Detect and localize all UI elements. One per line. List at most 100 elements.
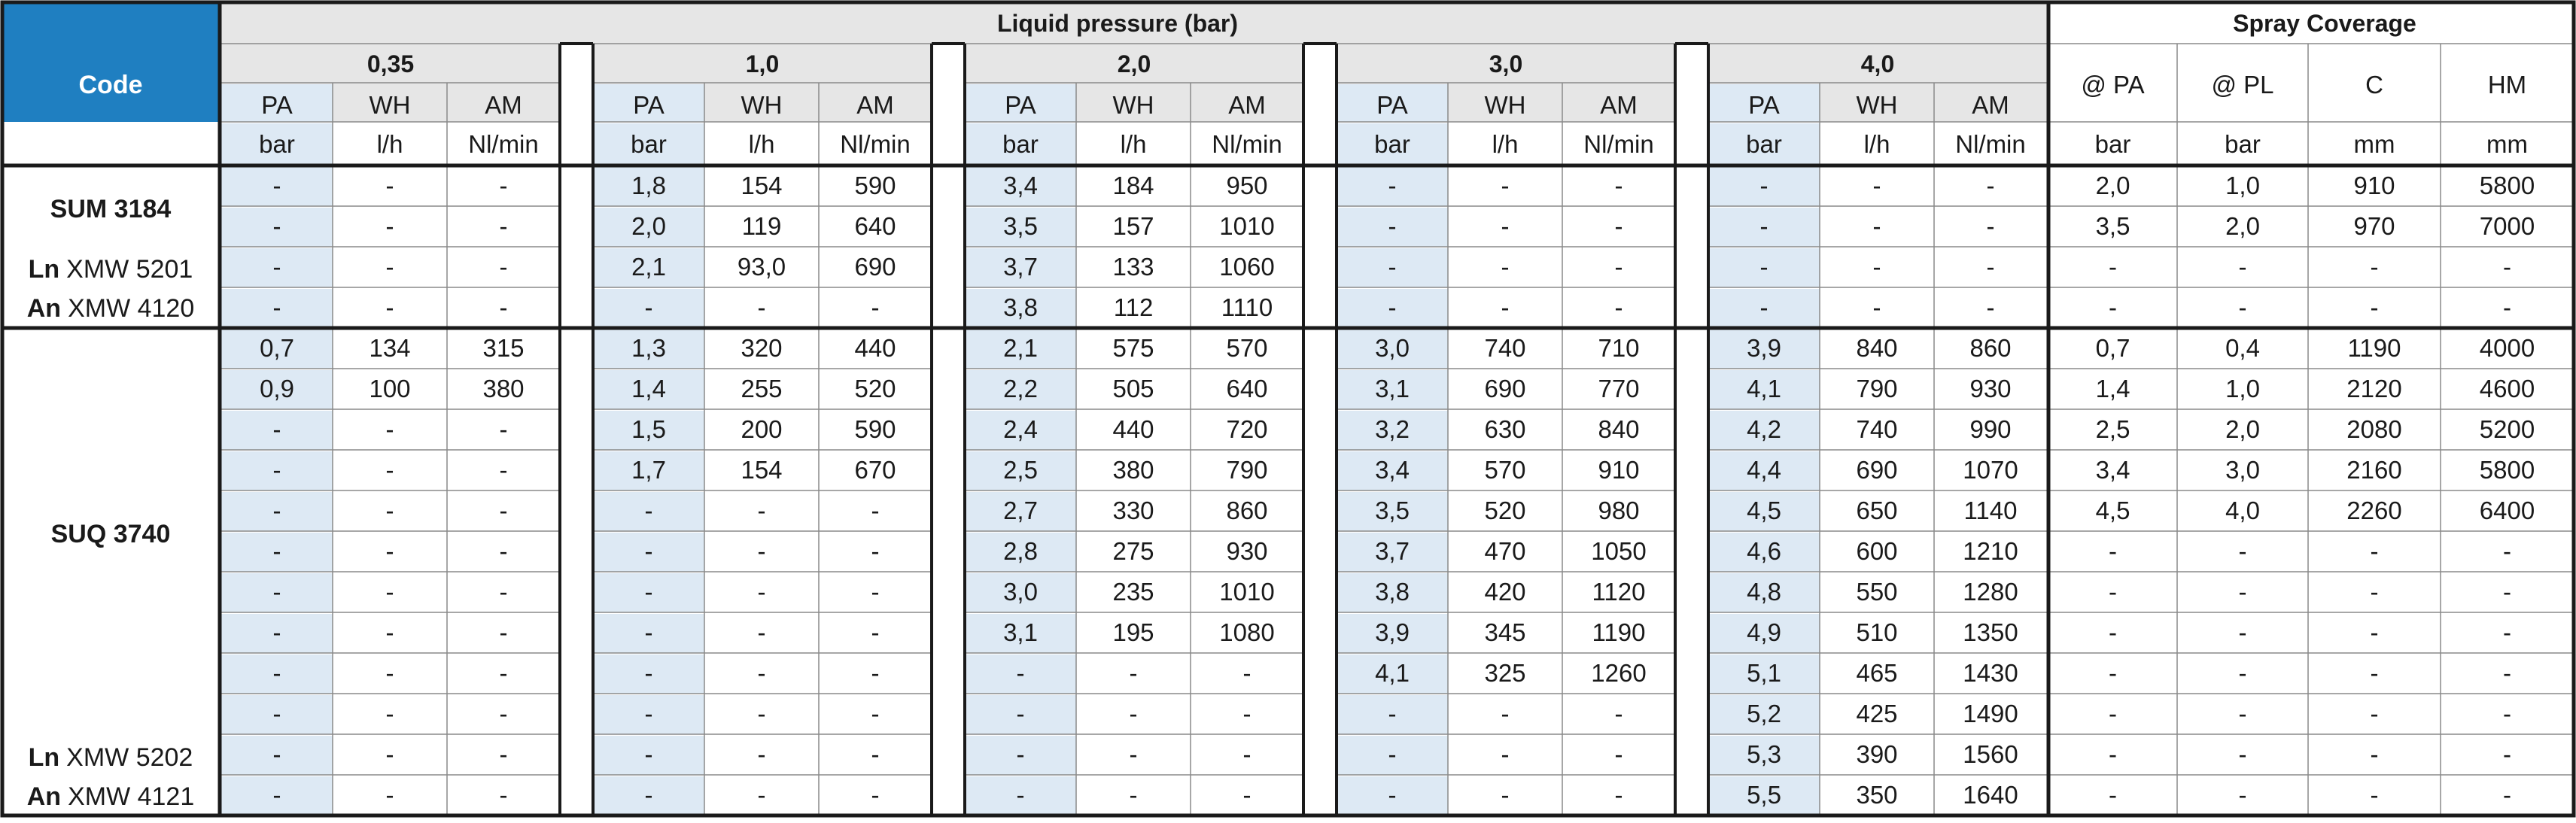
table-grid <box>220 43 2574 815</box>
table-cell: 3,9 <box>1375 618 1410 646</box>
table-cell: 2,7 <box>1003 497 1038 524</box>
table-cell: - <box>500 578 508 606</box>
table-cell: 590 <box>854 172 896 199</box>
table-cell: 1060 <box>1219 253 1274 281</box>
table-cell: 4,8 <box>1747 578 1781 606</box>
code-an-xmw-4120: An XMW 4120 <box>27 294 195 323</box>
unit-label: Nl/min <box>1955 130 2026 158</box>
table-cell: - <box>273 212 281 240</box>
table-cell: 670 <box>854 456 896 484</box>
table-cell: - <box>273 700 281 727</box>
coverage-label: @ PA <box>2081 71 2144 99</box>
coverage-cell: - <box>2109 659 2117 687</box>
code-ln-xmw-5202: Ln XMW 5202 <box>29 743 193 772</box>
coverage-cell: 2,0 <box>2096 172 2130 199</box>
table-cell: - <box>645 700 653 727</box>
table-cell: - <box>1017 781 1025 809</box>
table-cell: - <box>871 781 880 809</box>
table-cell: - <box>386 456 394 484</box>
table-cell: - <box>1501 700 1510 727</box>
table-cell: 3,9 <box>1747 334 1781 362</box>
sub-label: WH <box>1113 91 1154 119</box>
table-cell: 93,0 <box>738 253 786 281</box>
coverage-cell: 2120 <box>2346 375 2401 402</box>
table-cell: - <box>758 578 766 606</box>
table-cell: - <box>1243 659 1252 687</box>
table-cell: 1050 <box>1591 537 1646 565</box>
coverage-cell: - <box>2503 659 2511 687</box>
table-cell: 790 <box>1856 375 1897 402</box>
sub-label: WH <box>370 91 411 119</box>
table-cell: 710 <box>1598 334 1639 362</box>
coverage-unit: bar <box>2225 130 2261 158</box>
unit-label: Nl/min <box>1212 130 1282 158</box>
table-cell: 930 <box>1226 537 1267 565</box>
table-cell: 255 <box>741 375 782 402</box>
table-cell: 1280 <box>1963 578 2018 606</box>
table-cell: - <box>500 781 508 809</box>
table-cell: 3,0 <box>1375 334 1410 362</box>
coverage-cell: - <box>2239 578 2247 606</box>
table-cell: - <box>758 497 766 524</box>
table-cell: - <box>1615 700 1623 727</box>
table-cell: - <box>500 415 508 443</box>
table-cell: - <box>1615 740 1623 768</box>
table-cell: 235 <box>1112 578 1154 606</box>
code-header-label: Code <box>79 71 143 99</box>
table-cell: - <box>758 537 766 565</box>
table-cell: - <box>273 659 281 687</box>
table-cell: - <box>500 253 508 281</box>
table-cell: 2,0 <box>631 212 666 240</box>
sub-label: AM <box>1228 91 1266 119</box>
table-cell: 690 <box>854 253 896 281</box>
coverage-cell: 1,0 <box>2225 172 2260 199</box>
coverage-cell: 2,0 <box>2225 212 2260 240</box>
table-cell: 184 <box>1112 172 1154 199</box>
table-cell: 440 <box>1112 415 1154 443</box>
table-cell: 520 <box>854 375 896 402</box>
table-cell: - <box>273 293 281 321</box>
coverage-cell: - <box>2239 781 2247 809</box>
table-cell: 4,2 <box>1747 415 1781 443</box>
table-cell: 630 <box>1484 415 1525 443</box>
table-cell: 3,0 <box>1003 578 1038 606</box>
table-cell: - <box>273 172 281 199</box>
table-cell: - <box>871 618 880 646</box>
unit-label: l/h <box>1492 130 1519 158</box>
table-cell: 3,4 <box>1375 456 1410 484</box>
table-cell: 4,4 <box>1747 456 1781 484</box>
column-sub-labels: PA bar WH l/h AM Nl/min PA bar WH l/h AM Nl/min PA ba… <box>259 71 2528 158</box>
table-cell: - <box>386 253 394 281</box>
table-cell: - <box>500 456 508 484</box>
table-cell: 690 <box>1484 375 1525 402</box>
table-cell: - <box>1501 781 1510 809</box>
table-cell: 425 <box>1856 700 1897 727</box>
table-cell: - <box>1388 740 1397 768</box>
table-cell: - <box>1130 659 1138 687</box>
table-cell: - <box>758 618 766 646</box>
table-cell: 470 <box>1484 537 1525 565</box>
table-cell: 154 <box>741 172 782 199</box>
table-cell: 5,2 <box>1747 700 1781 727</box>
table-cell: 3,1 <box>1375 375 1410 402</box>
table-cell: 4,9 <box>1747 618 1781 646</box>
table-cell: - <box>645 781 653 809</box>
table-cell: - <box>386 172 394 199</box>
an-code: XMW 4121 <box>68 782 194 811</box>
table-cell: 505 <box>1112 375 1154 402</box>
table-cell: 0,9 <box>260 375 294 402</box>
table-cell: - <box>1987 293 1995 321</box>
table-cell: - <box>386 537 394 565</box>
table-cell: - <box>500 212 508 240</box>
table-cell: 3,8 <box>1375 578 1410 606</box>
table-cell: - <box>1760 253 1769 281</box>
table-cell: 840 <box>1598 415 1639 443</box>
table-cell: 640 <box>1226 375 1267 402</box>
table-cell: 590 <box>854 415 896 443</box>
table-cell: 990 <box>1969 415 2011 443</box>
coverage-cell: 910 <box>2353 172 2395 199</box>
ln-code: XMW 5202 <box>66 743 193 772</box>
group-spacer <box>1303 44 1337 815</box>
table-cell: - <box>273 253 281 281</box>
